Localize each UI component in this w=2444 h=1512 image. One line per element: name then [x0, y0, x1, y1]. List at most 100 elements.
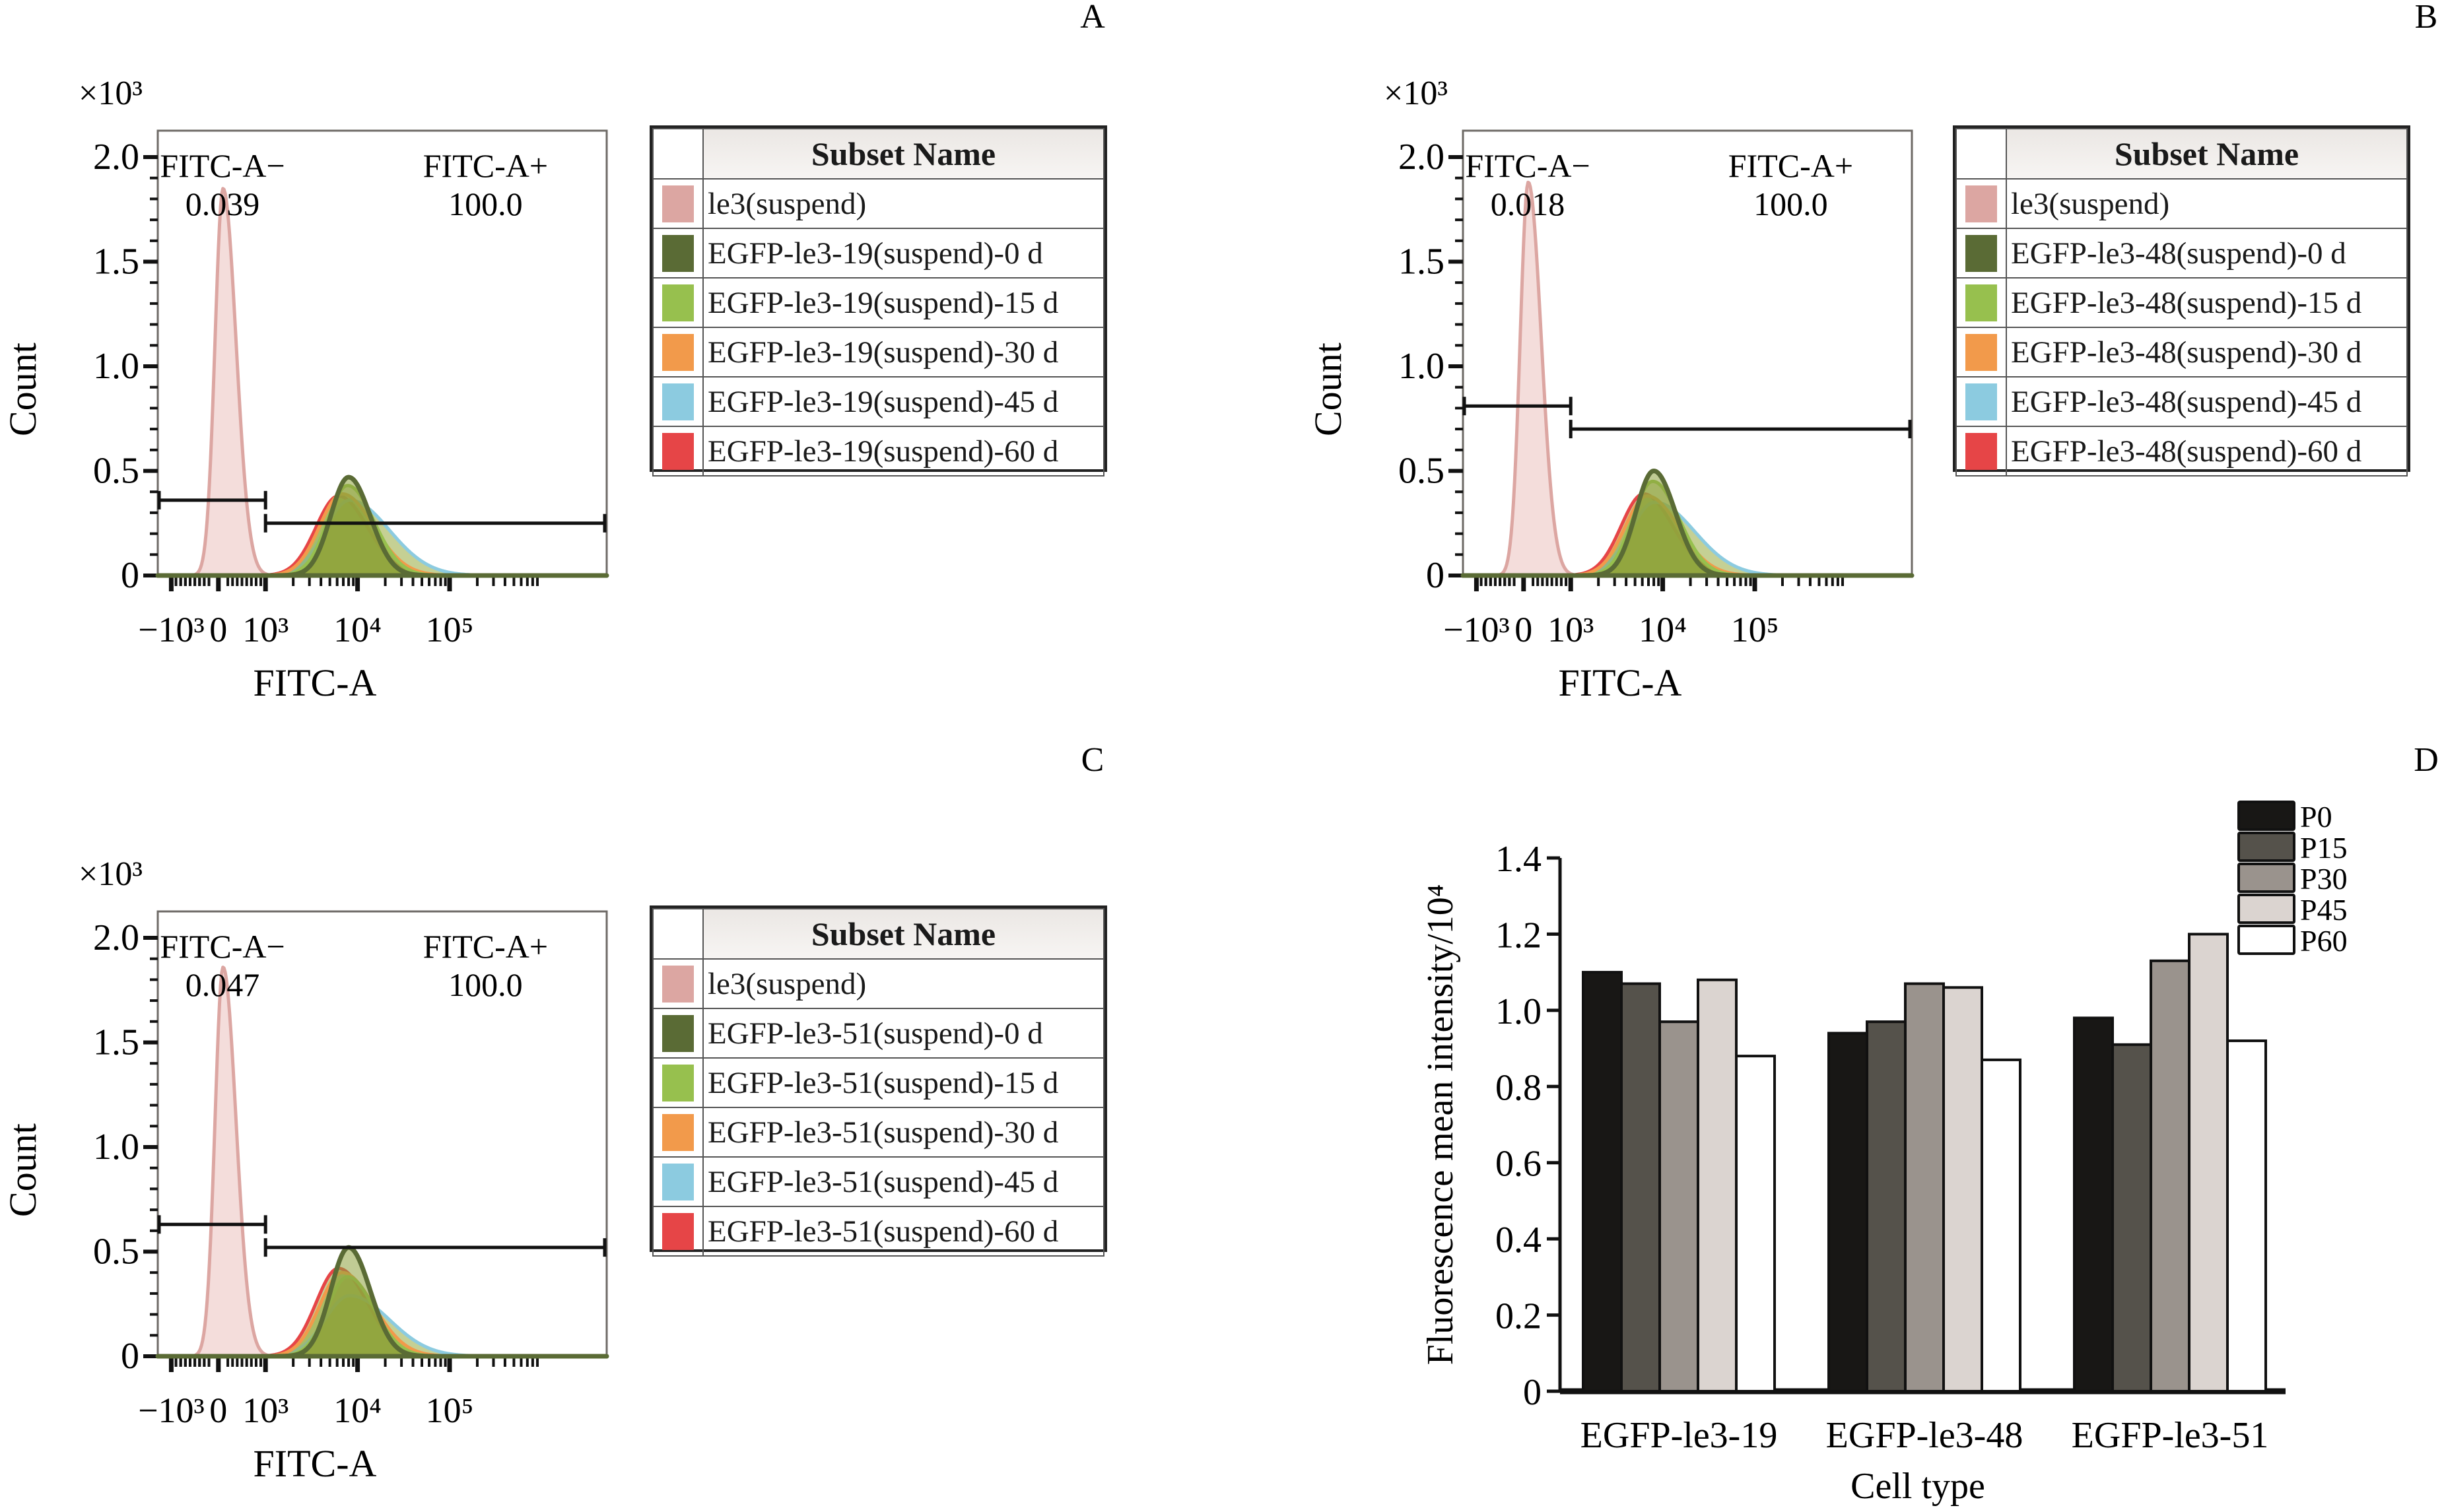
legend-color-swatch	[662, 965, 694, 1003]
legend-label: le3(suspend)	[702, 178, 1104, 229]
plot-frame	[156, 129, 608, 578]
y-tick-label: 1.0	[1398, 346, 1444, 387]
y-axis-label: Fluorescence mean intensity/10⁴	[1420, 884, 1461, 1365]
legend-row: EGFP-le3-51(suspend)-60 d	[652, 1206, 1104, 1257]
x-category-label: EGFP-le3-48	[1826, 1415, 2023, 1456]
legend-header-row: Subset Name	[1955, 128, 2408, 180]
legend-swatch-cell	[1955, 376, 2007, 427]
legend-color-swatch	[662, 432, 694, 470]
x-tick-label: 0	[1514, 610, 1532, 649]
legend-label: EGFP-le3-51(suspend)-0 d	[702, 1008, 1104, 1059]
panel-letter-a: A	[1080, 0, 1105, 36]
gate-positive-percent: 100.0	[448, 966, 523, 1003]
legend-row: EGFP-le3-48(suspend)-30 d	[1955, 327, 2408, 378]
legend-swatch-p60	[2237, 925, 2295, 955]
legend-color-swatch	[662, 234, 694, 272]
legend-label: EGFP-le3-51(suspend)-15 d	[702, 1057, 1104, 1108]
legend-swatch-cell	[652, 1008, 704, 1059]
x-axis-label: FITC-A	[1559, 661, 1682, 704]
y-tick-label: 1.4	[1495, 839, 1542, 880]
y-tick-label: 0	[1426, 555, 1444, 596]
y-tick-label: 0.4	[1495, 1220, 1542, 1261]
legend-label-p30: P30	[2300, 862, 2348, 896]
legend-row: le3(suspend)	[652, 178, 1104, 229]
legend-color-swatch	[1965, 333, 1997, 371]
legend-header-subset-name: Subset Name	[2006, 128, 2408, 180]
gate-negative-percent: 0.039	[186, 185, 260, 222]
legend-color-swatch	[662, 1163, 694, 1200]
x-axis-label: Cell type	[1850, 1466, 1985, 1507]
x-tick-label: 10⁴	[1639, 610, 1687, 649]
y-multiplier: ×10³	[79, 855, 143, 893]
x-tick-label: 10⁵	[426, 1391, 474, 1430]
legend-row: EGFP-le3-51(suspend)-0 d	[652, 1008, 1104, 1059]
legend-swatch-p15	[2237, 832, 2295, 862]
legend-color-swatch	[662, 1014, 694, 1052]
x-tick-label: −10³	[138, 610, 205, 649]
bar-chart-panel-d: 0 0.2 0.4 0.6 0.8 1.0 1.2 1.4 Fluorescence mean …	[1420, 800, 2348, 1507]
y-tick-label: 0.6	[1495, 1144, 1542, 1185]
legend-label: EGFP-le3-51(suspend)-45 d	[702, 1156, 1104, 1207]
x-axis-label: FITC-A	[254, 661, 377, 704]
legend-color-swatch	[1965, 383, 1997, 420]
gate-negative-label: FITC-A−	[160, 928, 285, 965]
legend-swatch-cell	[1955, 178, 2007, 229]
y-tick-label: 1.0	[93, 1127, 139, 1167]
legend-label: EGFP-le3-51(suspend)-60 d	[702, 1206, 1104, 1257]
x-tick-label: −10³	[1443, 610, 1510, 649]
legend-swatch-cell	[652, 1107, 704, 1158]
legend-label-p60: P60	[2300, 924, 2348, 958]
legend-row: EGFP-le3-51(suspend)-45 d	[652, 1156, 1104, 1207]
legend-row: le3(suspend)	[652, 958, 1104, 1009]
legend-swatch-cell	[652, 277, 704, 328]
bar-p60-egfp-le3-51	[2226, 1039, 2267, 1393]
bar-p30-egfp-le3-19	[1658, 1020, 1699, 1393]
panel-letter-b: B	[2415, 0, 2438, 36]
plot-frame	[156, 910, 608, 1359]
bar-p30-egfp-le3-51	[2150, 959, 2190, 1393]
histogram-series-0d	[155, 475, 609, 578]
legend-swatch-cell	[1955, 327, 2007, 378]
x-tick-label: 10³	[1547, 610, 1594, 649]
legend-swatch-p30	[2237, 863, 2295, 893]
legend-label: EGFP-le3-19(suspend)-0 d	[702, 228, 1104, 279]
y-tick-label: 0.8	[1495, 1067, 1542, 1108]
y-tick-label: 0.5	[1398, 451, 1444, 492]
gate-positive-label: FITC-A+	[423, 928, 548, 965]
legend-color-swatch	[662, 1064, 694, 1101]
legend-header-row: Subset Name	[652, 128, 1104, 180]
bar-p0-egfp-le3-48	[1827, 1032, 1868, 1393]
y-tick-label: 0	[121, 1336, 139, 1377]
legend-label-p45: P45	[2300, 893, 2348, 927]
legend-header-blank	[652, 908, 704, 960]
legend-row: EGFP-le3-19(suspend)-45 d	[652, 376, 1104, 427]
legend-color-swatch	[1965, 185, 1997, 222]
bar-p0-egfp-le3-19	[1582, 971, 1623, 1393]
legend-label: le3(suspend)	[702, 958, 1104, 1009]
gate-negative-label: FITC-A−	[1465, 147, 1590, 184]
bar-p0-egfp-le3-51	[2073, 1016, 2114, 1393]
y-tick-label: 1.0	[93, 346, 139, 387]
y-multiplier: ×10³	[1384, 75, 1448, 112]
x-tick-label: 0	[209, 610, 227, 649]
bar-p15-egfp-le3-51	[2111, 1043, 2152, 1393]
legend-color-swatch	[1965, 432, 1997, 470]
legend-label: EGFP-le3-19(suspend)-30 d	[702, 327, 1104, 378]
legend-label: EGFP-le3-48(suspend)-60 d	[2006, 426, 2408, 477]
legend-swatch-cell	[1955, 228, 2007, 279]
bar-p45-egfp-le3-51	[2188, 933, 2229, 1393]
legend-color-swatch	[662, 333, 694, 371]
bar-p60-egfp-le3-48	[1981, 1058, 2021, 1393]
legend-color-swatch	[1965, 284, 1997, 321]
bar-p45-egfp-le3-19	[1697, 978, 1738, 1393]
gate-negative-label: FITC-A−	[160, 147, 285, 184]
legend-row: EGFP-le3-19(suspend)-60 d	[652, 426, 1104, 477]
legend-panel-c: Subset Name le3(suspend) EGFP-le3-51(suspe…	[650, 905, 1107, 1257]
y-axis-label: Count	[1, 1123, 44, 1217]
legend-swatch-cell	[652, 327, 704, 378]
gate-positive-percent: 100.0	[448, 185, 523, 222]
